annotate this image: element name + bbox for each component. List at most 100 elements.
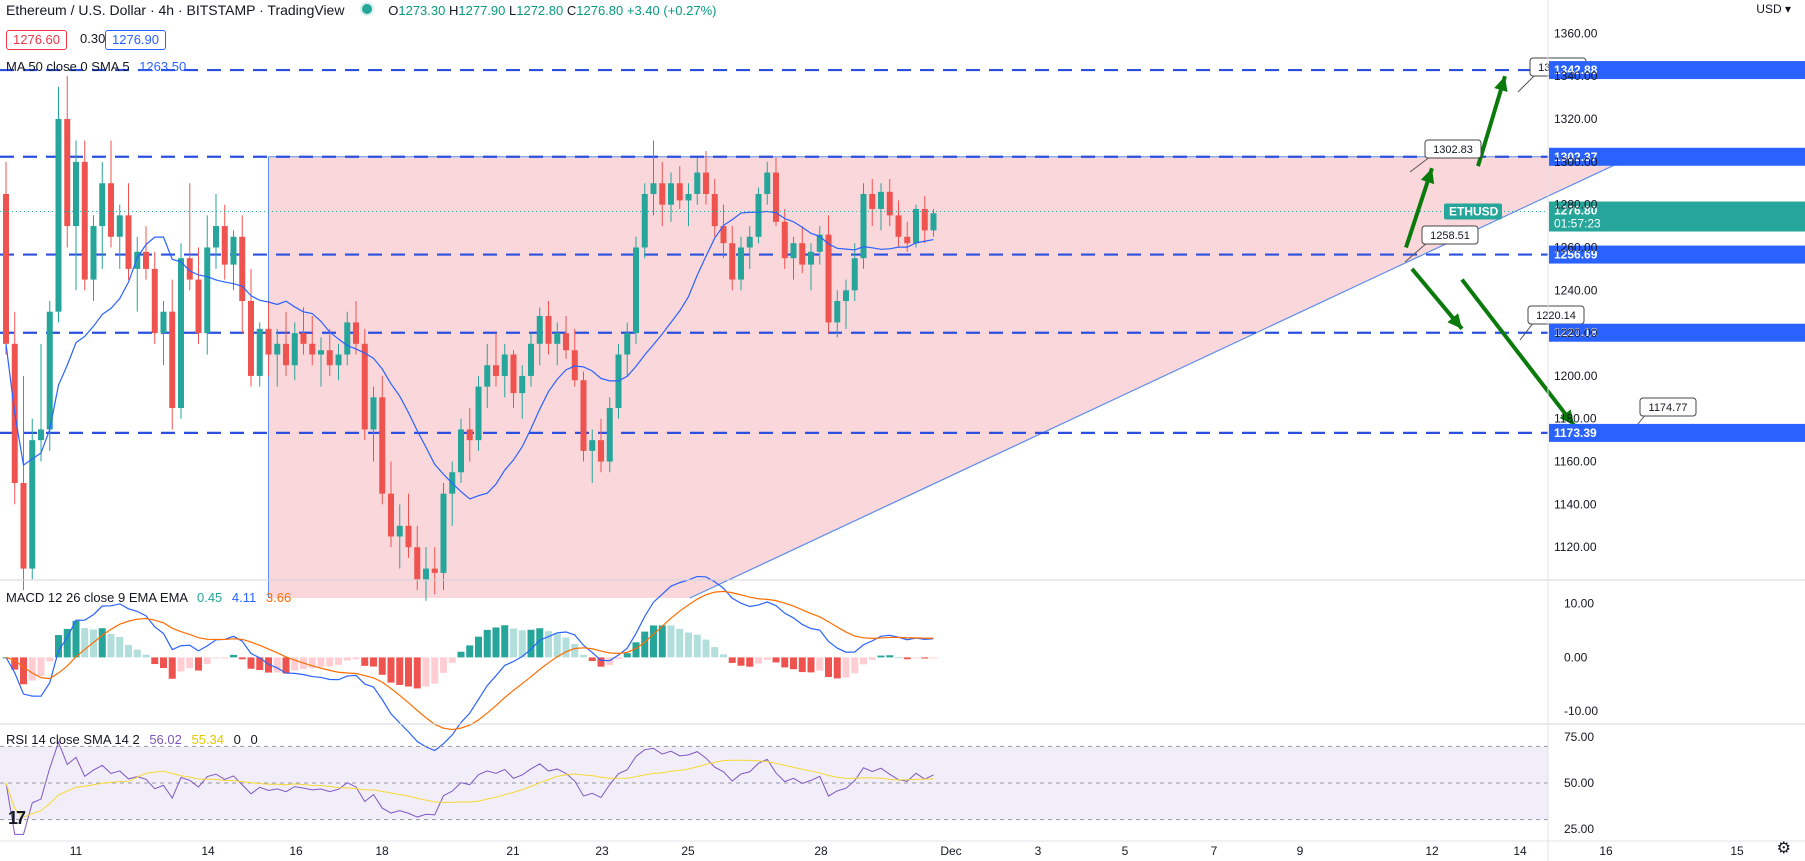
candle-body[interactable] <box>519 375 526 394</box>
candle-body[interactable] <box>650 183 657 194</box>
macd-pane[interactable] <box>2 575 938 752</box>
candle-body[interactable] <box>904 236 911 244</box>
candle-body[interactable] <box>624 333 631 355</box>
candle-body[interactable] <box>248 301 254 376</box>
candle-body[interactable] <box>291 333 298 366</box>
candle-body[interactable] <box>178 258 184 409</box>
price-callout[interactable]: 1220.14 <box>1519 305 1585 341</box>
candle-body[interactable] <box>458 429 464 473</box>
candle-body[interactable] <box>913 208 919 244</box>
candle-body[interactable] <box>64 119 71 227</box>
candle-body[interactable] <box>116 215 123 237</box>
candle-body[interactable] <box>361 343 368 430</box>
up-arrow-long[interactable] <box>1476 75 1508 167</box>
candle-body[interactable] <box>816 234 823 252</box>
candle-body[interactable] <box>204 247 211 334</box>
candle-body[interactable] <box>300 333 307 344</box>
candle-body[interactable] <box>431 568 438 573</box>
candle-body[interactable] <box>641 193 648 248</box>
candle-body[interactable] <box>186 258 193 280</box>
candle-body[interactable] <box>283 343 289 366</box>
candle-body[interactable] <box>729 243 736 280</box>
candle-body[interactable] <box>81 161 88 280</box>
candle-body[interactable] <box>414 547 421 580</box>
candle-body[interactable] <box>423 568 429 580</box>
price-callout[interactable]: 1302.83 <box>1409 139 1482 173</box>
candle-body[interactable] <box>633 247 639 334</box>
candle-body[interactable] <box>151 268 158 334</box>
candle-body[interactable] <box>475 386 482 441</box>
tradingview-logo-icon[interactable]: 17 <box>8 808 26 828</box>
rsi-pane[interactable] <box>0 740 1548 835</box>
candle-body[interactable] <box>396 525 403 537</box>
candle-body[interactable] <box>711 193 718 227</box>
candle-body[interactable] <box>554 333 561 344</box>
up-arrow-short[interactable] <box>1404 167 1435 249</box>
candle-body[interactable] <box>589 440 596 451</box>
candle-body[interactable] <box>510 354 517 394</box>
candle-body[interactable] <box>703 172 709 194</box>
candle-body[interactable] <box>274 343 281 355</box>
candle-body[interactable] <box>755 193 762 237</box>
candle-body[interactable] <box>344 322 351 355</box>
candle-body[interactable] <box>230 236 237 265</box>
down-arrow-short[interactable] <box>1410 267 1464 331</box>
candle-body[interactable] <box>668 183 674 205</box>
candle-body[interactable] <box>860 193 867 259</box>
price-callout[interactable]: 1258.51 <box>1404 225 1479 263</box>
candle-body[interactable] <box>3 193 9 344</box>
candle-body[interactable] <box>746 236 753 248</box>
candle-body[interactable] <box>38 429 44 441</box>
candle-body[interactable] <box>685 193 692 201</box>
candle-body[interactable] <box>256 328 263 376</box>
candle-body[interactable] <box>125 215 132 269</box>
candle-body[interactable] <box>930 213 937 231</box>
candle-body[interactable] <box>878 191 884 209</box>
candle-body[interactable] <box>720 226 727 244</box>
candle-body[interactable] <box>921 208 928 231</box>
candle-body[interactable] <box>90 226 97 280</box>
candle-body[interactable] <box>738 247 744 280</box>
candle-body[interactable] <box>29 440 36 569</box>
candle-body[interactable] <box>536 315 543 344</box>
candle-body[interactable] <box>55 119 62 312</box>
candle-body[interactable] <box>239 236 246 301</box>
candle-body[interactable] <box>598 440 604 462</box>
down-arrow-long[interactable] <box>1460 278 1576 427</box>
ma-legend[interactable]: MA 50 close 0 SMA 5 1263.50 <box>6 59 186 74</box>
candle-body[interactable] <box>781 221 788 259</box>
candle-body[interactable] <box>169 311 176 409</box>
candle-body[interactable] <box>99 183 106 227</box>
candle-body[interactable] <box>773 172 779 222</box>
candle-body[interactable] <box>388 493 394 537</box>
currency-selector[interactable]: USD ▾ <box>1756 2 1791 16</box>
candle-body[interactable] <box>545 315 552 344</box>
macd-legend[interactable]: MACD 12 26 close 9 EMA EMA 0.45 4.11 3.6… <box>6 590 291 605</box>
candle-body[interactable] <box>143 251 149 269</box>
candle-body[interactable] <box>370 397 377 430</box>
candle-body[interactable] <box>851 258 858 291</box>
candle-body[interactable] <box>528 343 534 376</box>
candle-body[interactable] <box>73 161 79 227</box>
candle-body[interactable] <box>563 333 569 351</box>
candle-body[interactable] <box>834 301 841 323</box>
candle-body[interactable] <box>606 408 613 462</box>
candle-body[interactable] <box>405 525 412 548</box>
candle-body[interactable] <box>580 380 587 451</box>
candle-body[interactable] <box>221 226 228 265</box>
candle-body[interactable] <box>46 311 53 430</box>
candle-body[interactable] <box>501 354 508 376</box>
candle-body[interactable] <box>326 350 333 366</box>
candle-body[interactable] <box>790 243 797 259</box>
candle-body[interactable] <box>265 328 272 355</box>
buy-price-button[interactable]: 1276.90 <box>105 30 166 50</box>
candle-body[interactable] <box>799 243 806 265</box>
candle-body[interactable] <box>869 193 876 209</box>
candle-body[interactable] <box>484 365 491 387</box>
candle-body[interactable] <box>335 354 342 366</box>
candle-body[interactable] <box>808 251 814 265</box>
candle-body[interactable] <box>20 482 27 569</box>
candle-body[interactable] <box>895 215 902 237</box>
